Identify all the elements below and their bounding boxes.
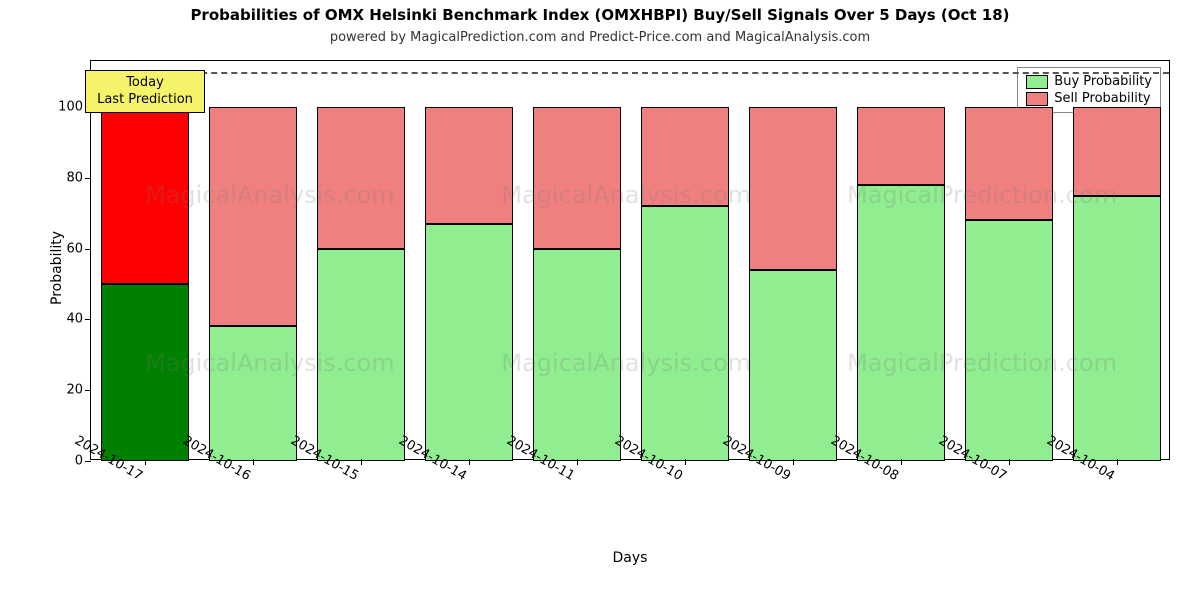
y-tick-label: 80 bbox=[66, 170, 83, 185]
annotation-line2: Last Prediction bbox=[94, 92, 196, 109]
legend-row-sell: Sell Probability bbox=[1026, 91, 1152, 106]
bar-buy bbox=[857, 185, 946, 461]
bar-buy bbox=[533, 249, 622, 461]
bar-sell bbox=[1073, 107, 1162, 195]
y-tick-label: 100 bbox=[58, 100, 83, 115]
x-tick-mark bbox=[793, 459, 794, 465]
y-tick-label: 20 bbox=[66, 383, 83, 398]
chart-title: Probabilities of OMX Helsinki Benchmark … bbox=[0, 6, 1200, 24]
x-tick-mark bbox=[145, 459, 146, 465]
y-tick-mark bbox=[85, 319, 91, 320]
legend-label-sell: Sell Probability bbox=[1054, 91, 1150, 106]
bar-buy bbox=[101, 284, 190, 461]
bar-sell bbox=[209, 107, 298, 326]
x-tick-mark bbox=[1117, 459, 1118, 465]
bar-buy bbox=[317, 249, 406, 461]
bar-sell bbox=[749, 107, 838, 270]
reference-hline bbox=[91, 72, 1169, 74]
y-tick-mark bbox=[85, 249, 91, 250]
y-tick-mark bbox=[85, 461, 91, 462]
bar-buy bbox=[425, 224, 514, 461]
bar-sell bbox=[857, 107, 946, 185]
bar-sell bbox=[425, 107, 514, 224]
chart-subtitle: powered by MagicalPrediction.com and Pre… bbox=[0, 30, 1200, 45]
x-tick-mark bbox=[253, 459, 254, 465]
y-tick-mark bbox=[85, 178, 91, 179]
legend-swatch-sell bbox=[1026, 92, 1048, 106]
annotation-line1: Today bbox=[94, 75, 196, 92]
bar-buy bbox=[965, 220, 1054, 461]
bar-buy bbox=[209, 326, 298, 461]
bar-sell bbox=[641, 107, 730, 206]
x-tick-mark bbox=[685, 459, 686, 465]
chart-container: Probabilities of OMX Helsinki Benchmark … bbox=[0, 0, 1200, 600]
y-tick-mark bbox=[85, 390, 91, 391]
bar-sell bbox=[317, 107, 406, 249]
x-tick-mark bbox=[361, 459, 362, 465]
plot-area: Buy Probability Sell Probability 0204060… bbox=[90, 60, 1170, 460]
bar-buy bbox=[1073, 196, 1162, 461]
legend-label-buy: Buy Probability bbox=[1054, 74, 1152, 89]
bar-sell bbox=[533, 107, 622, 249]
x-tick-mark bbox=[577, 459, 578, 465]
today-annotation: TodayLast Prediction bbox=[85, 70, 205, 114]
x-tick-mark bbox=[901, 459, 902, 465]
bar-buy bbox=[641, 206, 730, 461]
bar-sell bbox=[965, 107, 1054, 220]
y-tick-label: 60 bbox=[66, 241, 83, 256]
y-tick-label: 40 bbox=[66, 312, 83, 327]
bar-buy bbox=[749, 270, 838, 461]
legend-swatch-buy bbox=[1026, 75, 1048, 89]
x-tick-mark bbox=[469, 459, 470, 465]
bar-sell bbox=[101, 107, 190, 284]
y-tick-label: 0 bbox=[75, 454, 83, 469]
y-axis-label: Probability bbox=[49, 231, 65, 305]
x-axis-label: Days bbox=[90, 550, 1170, 566]
legend-row-buy: Buy Probability bbox=[1026, 74, 1152, 89]
x-tick-mark bbox=[1009, 459, 1010, 465]
